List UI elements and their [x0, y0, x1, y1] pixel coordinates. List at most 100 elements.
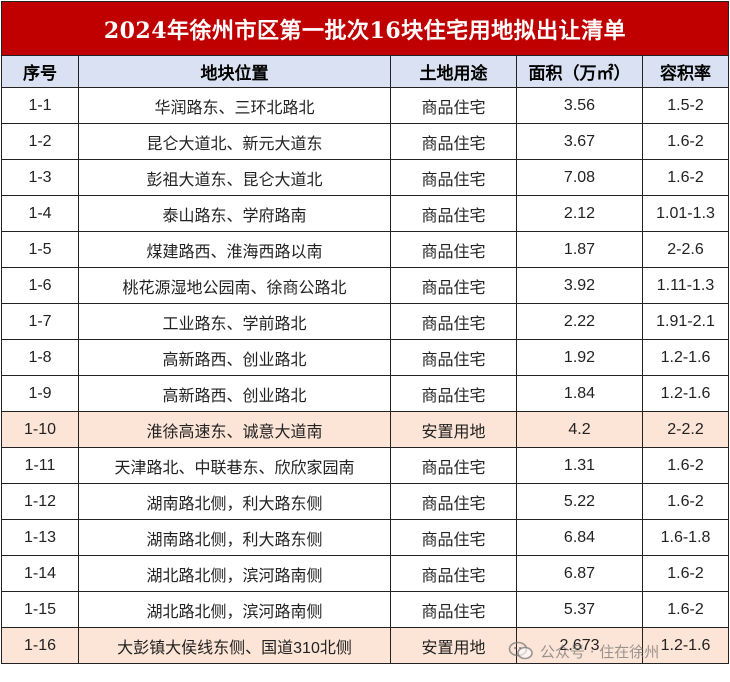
- cell-far: 1.2-1.6: [642, 627, 729, 664]
- column-header-far: 容积率: [642, 55, 729, 88]
- cell-far: 2-2.6: [642, 231, 729, 268]
- cell-area: 3.67: [516, 123, 643, 160]
- cell-no: 1-6: [1, 267, 79, 304]
- table-row: 1-12 湖南路北侧，利大路东侧 商品住宅 5.22 1.6-2: [1, 483, 729, 520]
- column-header-use: 土地用途: [390, 55, 517, 88]
- cell-use: 商品住宅: [390, 87, 517, 124]
- table-row: 1-2 昆仑大道北、新元大道东 商品住宅 3.67 1.6-2: [1, 123, 729, 160]
- table-row: 1-13 湖南路北侧，利大路东侧 商品住宅 6.84 1.6-1.8: [1, 519, 729, 556]
- cell-location: 淮徐高速东、诚意大道南: [78, 411, 391, 448]
- cell-far: 1.6-2: [642, 159, 729, 196]
- cell-no: 1-13: [1, 519, 79, 556]
- cell-location: 桃花源湿地公园南、徐商公路北: [78, 267, 391, 304]
- cell-use: 商品住宅: [390, 123, 517, 160]
- column-header-no: 序号: [1, 55, 79, 88]
- cell-area: 1.31: [516, 447, 643, 484]
- cell-location: 大彭镇大侯线东侧、国道310北侧: [78, 627, 391, 664]
- table-row: 1-9 高新路西、创业路北 商品住宅 1.84 1.2-1.6: [1, 375, 729, 412]
- cell-location: 泰山路东、学府路南: [78, 195, 391, 232]
- cell-use: 商品住宅: [390, 519, 517, 556]
- cell-use: 商品住宅: [390, 483, 517, 520]
- cell-use: 商品住宅: [390, 447, 517, 484]
- cell-far: 2-2.2: [642, 411, 729, 448]
- cell-far: 1.5-2: [642, 87, 729, 124]
- cell-far: 1.6-1.8: [642, 519, 729, 556]
- table-row: 1-4 泰山路东、学府路南 商品住宅 2.12 1.01-1.3: [1, 195, 729, 232]
- cell-location: 昆仑大道北、新元大道东: [78, 123, 391, 160]
- cell-use: 商品住宅: [390, 375, 517, 412]
- cell-location: 湖北路北侧，滨河路南侧: [78, 555, 391, 592]
- cell-use: 安置用地: [390, 627, 517, 664]
- cell-location: 天津路北、中联巷东、欣欣家园南: [78, 447, 391, 484]
- cell-location: 湖南路北侧，利大路东侧: [78, 483, 391, 520]
- table-row: 1-1 华润路东、三环北路北 商品住宅 3.56 1.5-2: [1, 87, 729, 124]
- cell-area: 5.37: [516, 591, 643, 628]
- cell-use: 商品住宅: [390, 339, 517, 376]
- table-row: 1-6 桃花源湿地公园南、徐商公路北 商品住宅 3.92 1.11-1.3: [1, 267, 729, 304]
- cell-location: 彭祖大道东、昆仑大道北: [78, 159, 391, 196]
- cell-area: 2.673: [516, 627, 643, 664]
- cell-area: 6.87: [516, 555, 643, 592]
- cell-far: 1.6-2: [642, 447, 729, 484]
- table-row: 1-3 彭祖大道东、昆仑大道北 商品住宅 7.08 1.6-2: [1, 159, 729, 196]
- cell-area: 5.22: [516, 483, 643, 520]
- cell-use: 商品住宅: [390, 159, 517, 196]
- cell-far: 1.6-2: [642, 555, 729, 592]
- cell-far: 1.91-2.1: [642, 303, 729, 340]
- cell-no: 1-2: [1, 123, 79, 160]
- cell-no: 1-10: [1, 411, 79, 448]
- cell-no: 1-14: [1, 555, 79, 592]
- cell-area: 6.84: [516, 519, 643, 556]
- cell-far: 1.6-2: [642, 591, 729, 628]
- cell-location: 煤建路西、淮海西路以南: [78, 231, 391, 268]
- cell-use: 商品住宅: [390, 267, 517, 304]
- table-row: 1-14 湖北路北侧，滨河路南侧 商品住宅 6.87 1.6-2: [1, 555, 729, 592]
- cell-area: 3.92: [516, 267, 643, 304]
- table-row: 1-11 天津路北、中联巷东、欣欣家园南 商品住宅 1.31 1.6-2: [1, 447, 729, 484]
- table-title: 2024年徐州市区第一批次16块住宅用地拟出让清单: [1, 1, 729, 56]
- cell-no: 1-5: [1, 231, 79, 268]
- cell-location: 高新路西、创业路北: [78, 375, 391, 412]
- cell-area: 2.22: [516, 303, 643, 340]
- cell-use: 商品住宅: [390, 591, 517, 628]
- cell-no: 1-16: [1, 627, 79, 664]
- cell-no: 1-3: [1, 159, 79, 196]
- table-row: 1-7 工业路东、学前路北 商品住宅 2.22 1.91-2.1: [1, 303, 729, 340]
- cell-location: 工业路东、学前路北: [78, 303, 391, 340]
- cell-use: 商品住宅: [390, 303, 517, 340]
- cell-no: 1-7: [1, 303, 79, 340]
- cell-no: 1-11: [1, 447, 79, 484]
- cell-location: 华润路东、三环北路北: [78, 87, 391, 124]
- cell-location: 湖北路北侧，滨河路南侧: [78, 591, 391, 628]
- cell-location: 高新路西、创业路北: [78, 339, 391, 376]
- cell-use: 安置用地: [390, 411, 517, 448]
- table-row: 1-10 淮徐高速东、诚意大道南 安置用地 4.2 2-2.2: [1, 411, 729, 448]
- table-row: 1-15 湖北路北侧，滨河路南侧 商品住宅 5.37 1.6-2: [1, 591, 729, 628]
- cell-area: 7.08: [516, 159, 643, 196]
- cell-use: 商品住宅: [390, 231, 517, 268]
- cell-far: 1.01-1.3: [642, 195, 729, 232]
- cell-no: 1-8: [1, 339, 79, 376]
- cell-no: 1-9: [1, 375, 79, 412]
- cell-use: 商品住宅: [390, 555, 517, 592]
- cell-far: 1.6-2: [642, 123, 729, 160]
- cell-no: 1-1: [1, 87, 79, 124]
- cell-area: 4.2: [516, 411, 643, 448]
- cell-use: 商品住宅: [390, 195, 517, 232]
- cell-no: 1-15: [1, 591, 79, 628]
- table-row: 1-16 大彭镇大侯线东侧、国道310北侧 安置用地 2.673 1.2-1.6: [1, 627, 729, 664]
- cell-location: 湖南路北侧，利大路东侧: [78, 519, 391, 556]
- cell-area: 1.84: [516, 375, 643, 412]
- cell-no: 1-12: [1, 483, 79, 520]
- cell-far: 1.6-2: [642, 483, 729, 520]
- table-row: 1-5 煤建路西、淮海西路以南 商品住宅 1.87 2-2.6: [1, 231, 729, 268]
- cell-area: 1.87: [516, 231, 643, 268]
- cell-area: 3.56: [516, 87, 643, 124]
- column-header-location: 地块位置: [78, 55, 391, 88]
- cell-far: 1.2-1.6: [642, 339, 729, 376]
- column-header-area: 面积（万㎡）: [516, 55, 643, 88]
- cell-far: 1.11-1.3: [642, 267, 729, 304]
- land-parcel-table: 2024年徐州市区第一批次16块住宅用地拟出让清单 序号 地块位置 土地用途 面…: [1, 1, 729, 664]
- table-row: 1-8 高新路西、创业路北 商品住宅 1.92 1.2-1.6: [1, 339, 729, 376]
